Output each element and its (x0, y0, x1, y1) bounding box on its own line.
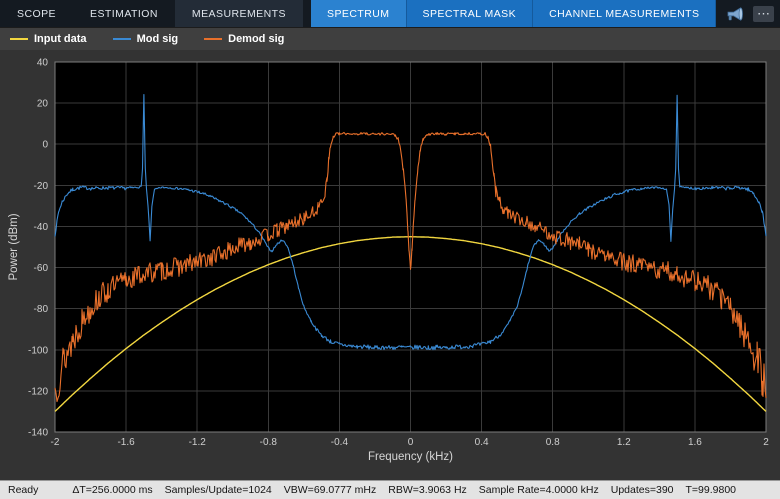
x-axis-label: Frequency (kHz) (368, 451, 453, 463)
y-tick-label: 20 (37, 99, 49, 110)
y-tick-label: -100 (28, 345, 48, 356)
toolstrip-right-controls: ⋯ (725, 0, 780, 27)
y-tick-label: -120 (28, 386, 48, 397)
y-axis-label: Power (dBm) (8, 213, 20, 281)
x-tick-label: -0.8 (260, 437, 278, 448)
status-ready: Ready (8, 484, 39, 496)
legend-item-input-data[interactable]: Input data (10, 33, 87, 45)
legend-bar: Input data Mod sig Demod sig (0, 27, 780, 50)
contextual-tab-group: SPECTRUM SPECTRAL MASK CHANNEL MEASUREME… (310, 0, 717, 27)
y-tick-label: -20 (34, 181, 49, 192)
status-bar: Ready ΔT=256.0000 ms Samples/Update=1024… (0, 480, 780, 499)
x-tick-label: 0.4 (475, 437, 489, 448)
legend-swatch-input-data (10, 38, 28, 40)
x-tick-label: -1.6 (117, 437, 135, 448)
x-tick-label: -2 (51, 437, 60, 448)
status-delta-t: ΔT=256.0000 ms (72, 484, 153, 496)
y-tick-label: -80 (34, 304, 49, 315)
status-vbw: VBW=69.0777 mHz (283, 484, 377, 496)
axes-border (54, 61, 767, 433)
tab-spectrum[interactable]: SPECTRUM (310, 0, 407, 27)
y-tick-label: 40 (37, 58, 49, 69)
series-mod-sig (54, 94, 767, 351)
series-demod-sig (54, 131, 767, 403)
legend-item-mod-sig[interactable]: Mod sig (112, 33, 179, 45)
legend-item-demod-sig[interactable]: Demod sig (204, 33, 284, 45)
tab-scope[interactable]: SCOPE (17, 7, 57, 20)
y-tick-label: -60 (34, 263, 49, 274)
tab-estimation[interactable]: ESTIMATION (90, 7, 158, 20)
legend-label-demod-sig: Demod sig (228, 33, 285, 45)
toolstrip-tabbar: SCOPE ESTIMATION MEASUREMENTS SPECTRUM S… (0, 0, 780, 27)
legend-label-mod-sig: Mod sig (136, 33, 179, 45)
x-tick-label: 1.6 (688, 437, 702, 448)
plot-canvas[interactable]: -2 -1.6 -1.2 -0.8 -0.4 0 0.4 0.8 1.2 1.6 2 40 20 0 -20… (0, 50, 780, 480)
tab-measurements[interactable]: MEASUREMENTS (174, 0, 303, 27)
series-input-data (54, 236, 767, 412)
x-tick-label: 1.2 (617, 437, 631, 448)
tab-spectral-mask[interactable]: SPECTRAL MASK (406, 0, 534, 27)
y-tick-label: -40 (34, 222, 49, 233)
legend-swatch-demod-sig (204, 38, 223, 40)
status-sample-rate: Sample Rate=4.0000 kHz (478, 484, 599, 496)
x-tick-label: 2 (763, 437, 769, 448)
y-tick-label: 0 (42, 140, 48, 151)
x-tick-label: 0 (408, 437, 414, 448)
x-tick-label: 0.8 (546, 437, 560, 448)
x-tick-label: -0.4 (331, 437, 349, 448)
status-updates: Updates=390 (610, 484, 674, 496)
status-samples-per-update: Samples/Update=1024 (164, 484, 272, 496)
status-time: T=99.9800 (685, 484, 737, 496)
plot-region: -2 -1.6 -1.2 -0.8 -0.4 0 0.4 0.8 1.2 1.6 2 40 20 0 -20… (0, 50, 780, 480)
tab-channel-measurements[interactable]: CHANNEL MEASUREMENTS (533, 0, 717, 27)
legend-label-input-data: Input data (34, 33, 87, 45)
status-rbw: RBW=3.9063 Hz (388, 484, 467, 496)
megaphone-icon[interactable] (725, 6, 745, 22)
x-tick-label: -1.2 (189, 437, 207, 448)
y-tick-label: -140 (28, 428, 48, 439)
legend-swatch-mod-sig (112, 38, 131, 40)
toolstrip-overflow-button[interactable]: ⋯ (753, 5, 774, 22)
